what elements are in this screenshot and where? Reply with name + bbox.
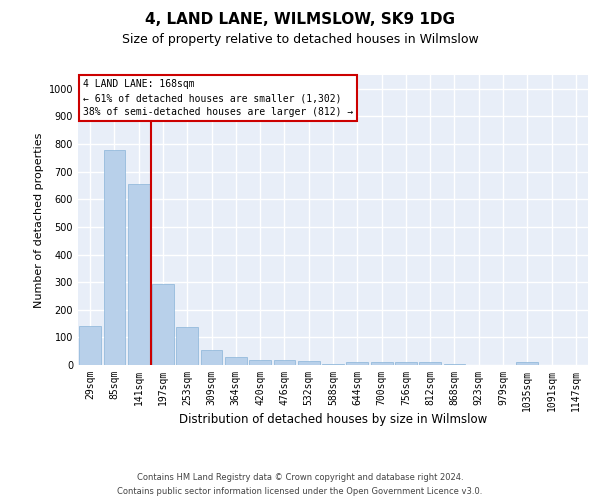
Text: 4 LAND LANE: 168sqm
← 61% of detached houses are smaller (1,302)
38% of semi-det: 4 LAND LANE: 168sqm ← 61% of detached ho… <box>83 80 353 118</box>
Text: Distribution of detached houses by size in Wilmslow: Distribution of detached houses by size … <box>179 412 487 426</box>
Bar <box>443 364 466 365</box>
Bar <box>517 362 538 365</box>
Bar <box>176 327 198 365</box>
Bar <box>298 362 320 365</box>
Bar <box>200 350 223 365</box>
Bar <box>395 362 417 365</box>
Text: Size of property relative to detached houses in Wilmslow: Size of property relative to detached ho… <box>122 32 478 46</box>
Bar <box>322 364 344 365</box>
Bar <box>249 360 271 365</box>
Bar <box>79 326 101 365</box>
Bar <box>104 150 125 365</box>
Text: 4, LAND LANE, WILMSLOW, SK9 1DG: 4, LAND LANE, WILMSLOW, SK9 1DG <box>145 12 455 28</box>
Text: Contains HM Land Registry data © Crown copyright and database right 2024.: Contains HM Land Registry data © Crown c… <box>137 472 463 482</box>
Bar <box>371 362 392 365</box>
Text: Contains public sector information licensed under the Open Government Licence v3: Contains public sector information licen… <box>118 488 482 496</box>
Bar <box>274 360 295 365</box>
Bar <box>346 362 368 365</box>
Bar <box>152 284 174 365</box>
Y-axis label: Number of detached properties: Number of detached properties <box>34 132 44 308</box>
Bar <box>419 362 441 365</box>
Bar <box>225 358 247 365</box>
Bar <box>128 184 149 365</box>
